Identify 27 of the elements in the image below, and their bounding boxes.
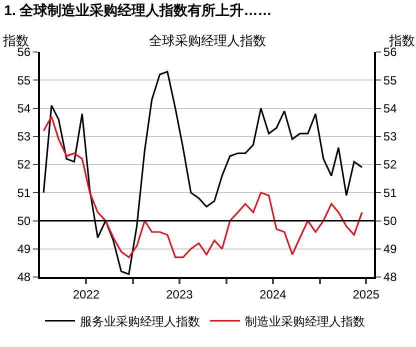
chart-subtitle: 全球采购经理人指数 <box>149 33 266 48</box>
chart-title: 1. 全球制造业采购经理人指数有所上升…… <box>4 2 272 18</box>
y2-tick-label: 53 <box>383 130 398 144</box>
x-tick-label: 2022 <box>72 287 100 302</box>
y-tick-label: 48 <box>17 270 31 284</box>
legend-label: 制造业采购经理人指数 <box>245 314 365 328</box>
y-tick-label: 51 <box>17 186 31 200</box>
y2-tick-label: 55 <box>383 73 398 88</box>
y-tick-label: 54 <box>17 101 31 116</box>
y-axis-title: 指数 <box>2 33 29 48</box>
y2-axis-title: 指数 <box>388 33 415 48</box>
x-tick-label: 2025 <box>352 287 380 302</box>
y2-tick-label: 51 <box>383 186 398 200</box>
y-tick-label: 53 <box>17 130 31 144</box>
line-series <box>42 116 363 258</box>
x-tick-label: 2023 <box>166 287 194 302</box>
y-tick-label: 52 <box>17 158 31 172</box>
y-tick-label: 55 <box>17 73 31 88</box>
y-tick-label: 49 <box>17 242 31 256</box>
legend-label: 服务业采购经理人指数 <box>80 314 200 328</box>
y2-tick-label: 50 <box>383 214 398 228</box>
y2-tick-label: 48 <box>383 270 398 284</box>
y2-tick-label: 49 <box>383 242 398 256</box>
y2-tick-label: 54 <box>383 101 398 116</box>
y-tick-label: 50 <box>17 214 31 228</box>
x-tick-label: 2024 <box>260 287 287 302</box>
y2-tick-label: 52 <box>383 158 398 172</box>
